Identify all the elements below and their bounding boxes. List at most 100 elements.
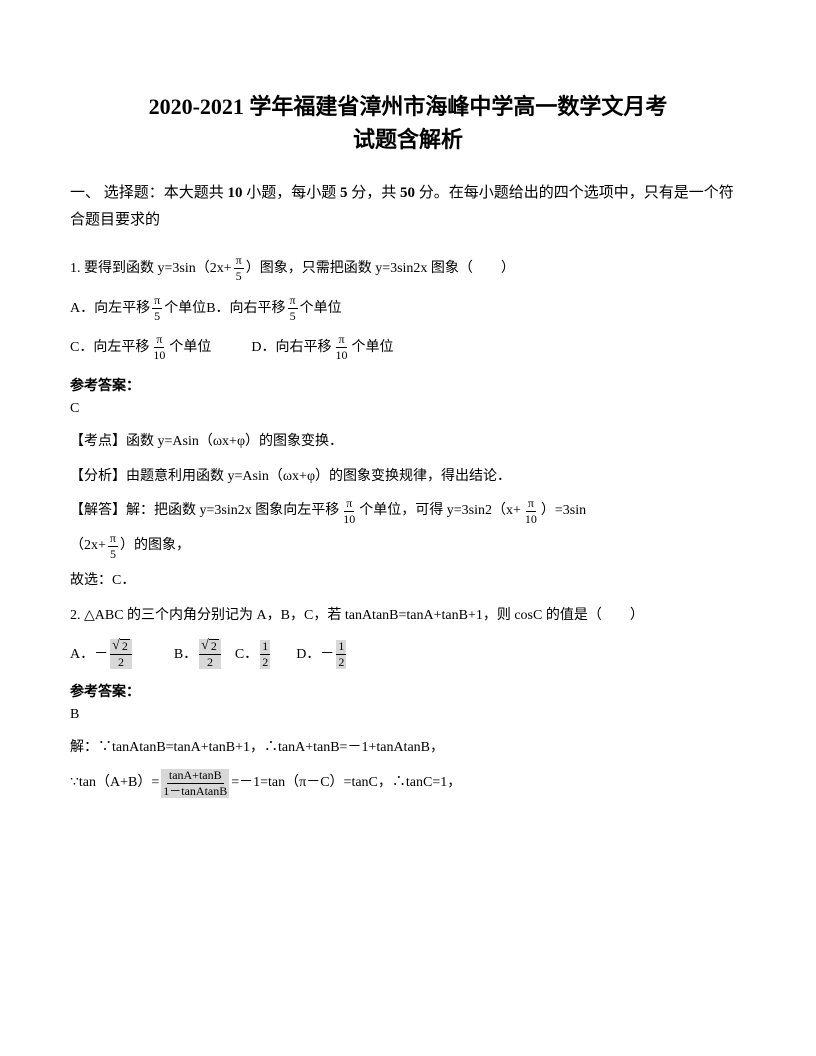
frac-pi-5-icon: π 5	[234, 254, 244, 283]
q1-options-row1: A．向左平移 π 5 个单位 B．向右平移 π 5 个单位	[70, 292, 746, 326]
q2-answer-label: 参考答案：	[70, 681, 746, 701]
opt-a-post: 个单位	[164, 292, 206, 326]
q2-stem: 2. △ABC 的三个内角分别记为 A，B，C，若 tanAtanB=tanA+…	[70, 601, 746, 632]
sec1-mid2: 分，共	[348, 185, 401, 201]
opt-a-pre: A．向左平移	[70, 292, 150, 326]
sec1-total: 50	[400, 185, 415, 201]
opt-d-pre: D．向右平移	[251, 331, 331, 365]
q1-answer-label: 参考答案：	[70, 375, 746, 395]
jd1-post: ）=3sin	[541, 496, 586, 527]
q1-mid: ）图象，只需把函数 y=3sin2x 图象（ ）	[246, 252, 515, 286]
frac-icon: π 5	[152, 294, 162, 323]
q1-option-b[interactable]: B．向右平移 π 5 个单位	[206, 292, 341, 326]
opt-d-pre: D．－	[296, 638, 334, 672]
sqrt-icon: √2	[112, 639, 130, 653]
section-1-header: 一、 选择题：本大题共 10 小题，每小题 5 分，共 50 分。在每小题给出的…	[70, 180, 746, 234]
sec1-perscore: 5	[340, 185, 348, 201]
frac-den: 2	[260, 655, 270, 669]
frac-num: π	[526, 497, 536, 512]
opt-b-pre: B．	[174, 638, 197, 672]
q2-option-b[interactable]: B． √2 2	[174, 638, 223, 672]
q1-pre: 1. 要得到函数 y=3sin（2x+	[70, 252, 232, 286]
q2-sol-2: ∵tan（A+B）= tanA+tanB 1－tanAtanB =－1=tan（…	[70, 768, 746, 799]
frac-num: π	[152, 294, 162, 309]
frac-tan-sum-icon: tanA+tanB 1－tanAtanB	[161, 769, 229, 798]
q2-option-c[interactable]: C． 1 2	[235, 638, 272, 672]
frac-icon: π 10	[333, 333, 349, 362]
radicand: 2	[120, 639, 130, 652]
jd1-pre: 【解答】解：把函数 y=3sin2x 图象向左平移	[70, 496, 339, 527]
frac-half-icon: 1 2	[260, 640, 270, 669]
sec1-count: 10	[228, 185, 243, 201]
q2-option-d[interactable]: D．－ 1 2	[296, 638, 348, 672]
frac-num: π	[234, 254, 244, 269]
q1-options-row2: C．向左平移 π 10 个单位 D．向右平移 π 10 个单位	[70, 331, 746, 365]
q1-option-c[interactable]: C．向左平移 π 10 个单位	[70, 331, 211, 365]
frac-den: 5	[152, 309, 162, 323]
opt-c-pre: C．向左平移	[70, 331, 149, 365]
frac-den: 1－tanAtanB	[161, 784, 229, 798]
sol2-post: =－1=tan（π－C）=tanC，∴tanC=1，	[231, 768, 461, 799]
q1-option-a[interactable]: A．向左平移 π 5 个单位	[70, 292, 206, 326]
frac-sqrt2-over-2-icon: √2 2	[110, 639, 132, 669]
radical-symbol-icon: √	[201, 639, 209, 653]
jd1-mid: 个单位，可得 y=3sin2（x+	[359, 496, 521, 527]
frac-num: tanA+tanB	[167, 769, 224, 784]
frac-den: 10	[341, 512, 357, 526]
radicand: 2	[209, 639, 219, 652]
frac-num: √2	[199, 639, 221, 655]
opt-a-pre: A．－	[70, 638, 108, 672]
frac-sqrt2-over-2-icon: √2 2	[199, 639, 221, 669]
frac-icon: π 10	[151, 333, 167, 362]
frac-den: 10	[333, 348, 349, 362]
frac-den: 2	[336, 655, 346, 669]
q2-options: A．－ √2 2 B． √2 2 C． 1 2	[70, 638, 746, 672]
q1-jieda-1: 【解答】解：把函数 y=3sin2x 图象向左平移 π 10 个单位，可得 y=…	[70, 496, 746, 527]
frac-num: 1	[260, 640, 270, 655]
opt-c-post: 个单位	[169, 331, 211, 365]
jd2-pre: （2x+	[70, 531, 106, 562]
frac-num: 1	[336, 640, 346, 655]
q2-option-a[interactable]: A．－ √2 2	[70, 638, 134, 672]
sqrt-icon: √2	[201, 639, 219, 653]
frac-half-icon: 1 2	[336, 640, 346, 669]
frac-den: 10	[523, 512, 539, 526]
sec1-pre: 一、 选择题：本大题共	[70, 185, 228, 201]
frac-num: π	[336, 333, 346, 348]
sec1-mid1: 小题，每小题	[243, 185, 341, 201]
q1-kaodian: 【考点】函数 y=Asin（ωx+φ）的图象变换．	[70, 427, 746, 458]
frac-den: 10	[151, 348, 167, 362]
frac-num: √2	[110, 639, 132, 655]
opt-b-pre: B．向右平移	[206, 292, 285, 326]
frac-icon: π 5	[288, 294, 298, 323]
page: 2020-2021 学年福建省漳州市海峰中学高一数学文月考 试题含解析 一、 选…	[0, 0, 816, 843]
frac-num: π	[108, 532, 118, 547]
frac-num: π	[288, 294, 298, 309]
q1-jieda-3: 故选：C．	[70, 566, 746, 597]
frac-num: π	[344, 497, 354, 512]
opt-c-pre: C．	[235, 638, 258, 672]
q1-answer: C	[70, 401, 746, 417]
frac-num: π	[154, 333, 164, 348]
q2-answer: B	[70, 707, 746, 723]
opt-d-post: 个单位	[351, 331, 393, 365]
frac-den: 5	[288, 309, 298, 323]
radical-symbol-icon: √	[112, 639, 120, 653]
frac-den: 2	[205, 655, 215, 669]
frac-icon: π 10	[523, 497, 539, 526]
frac-den: 2	[116, 655, 126, 669]
doc-title: 2020-2021 学年福建省漳州市海峰中学高一数学文月考 试题含解析	[70, 90, 746, 156]
frac-icon: π 5	[108, 532, 118, 561]
q1-option-d[interactable]: D．向右平移 π 10 个单位	[251, 331, 393, 365]
q1-stem: 1. 要得到函数 y=3sin（2x+ π 5 ）图象，只需把函数 y=3sin…	[70, 252, 746, 286]
frac-den: 5	[234, 269, 244, 283]
title-line-2: 试题含解析	[353, 127, 463, 152]
jd2-post: ）的图象，	[120, 531, 190, 562]
q2-sol-1: 解：∵tanAtanB=tanA+tanB+1，∴tanA+tanB=－1+ta…	[70, 733, 746, 764]
opt-b-post: 个单位	[300, 292, 342, 326]
q1-jieda-2: （2x+ π 5 ）的图象，	[70, 531, 746, 562]
title-line-1: 2020-2021 学年福建省漳州市海峰中学高一数学文月考	[149, 94, 668, 119]
frac-icon: π 10	[341, 497, 357, 526]
frac-den: 5	[108, 547, 118, 561]
sol2-pre: ∵tan（A+B）=	[70, 768, 159, 799]
